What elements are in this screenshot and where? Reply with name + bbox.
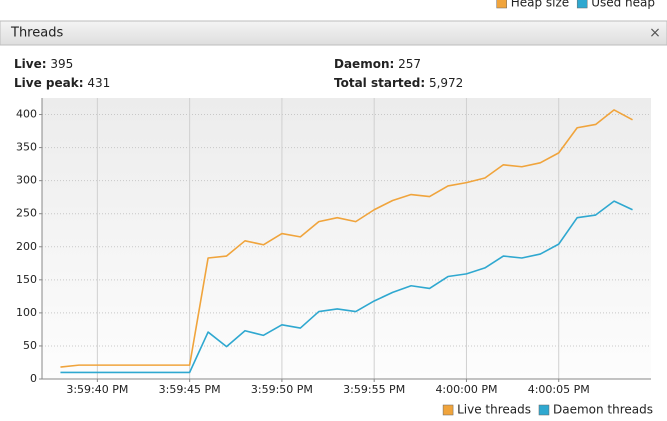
legend-label: Heap size bbox=[511, 0, 569, 10]
chart: 0 50 100 150 200 250 300 350 400 3:59:40 PM 3:59:4… bbox=[16, 98, 651, 396]
legend-swatch bbox=[442, 404, 454, 416]
x-tick-label: 3:59:45 PM bbox=[159, 383, 221, 396]
y-tick-label: 0 bbox=[30, 372, 37, 385]
top-legend: Used heap Heap size bbox=[496, 0, 655, 10]
y-tick-label: 250 bbox=[16, 207, 37, 220]
x-tick-label: 4:00:05 PM bbox=[528, 383, 590, 396]
y-tick-label: 400 bbox=[16, 108, 37, 121]
x-tick-label: 3:59:40 PM bbox=[66, 383, 128, 396]
y-tick-label: 200 bbox=[16, 240, 37, 253]
series-line bbox=[60, 200, 633, 374]
legend-swatch bbox=[496, 0, 507, 9]
stat-value: 257 bbox=[398, 57, 421, 71]
stat-label: Daemon: bbox=[334, 57, 394, 71]
stat-value: 5,972 bbox=[429, 76, 463, 90]
y-tick-label: 100 bbox=[16, 306, 37, 319]
panel-header bbox=[0, 20, 667, 46]
stat-value: 431 bbox=[87, 76, 110, 90]
series-line bbox=[60, 109, 633, 368]
legend-label: Live threads bbox=[457, 403, 531, 417]
stat: Daemon: 257 bbox=[334, 57, 421, 71]
x-tick-label: 4:00:00 PM bbox=[435, 383, 497, 396]
y-tick-label: 150 bbox=[16, 273, 37, 286]
legend-label: Daemon threads bbox=[553, 403, 653, 417]
stat-label: Live: bbox=[14, 57, 47, 71]
panel-title: Threads bbox=[10, 26, 63, 41]
legend-swatch bbox=[538, 404, 550, 416]
plot-area bbox=[42, 98, 651, 379]
legend: Daemon threads Live threads bbox=[442, 403, 653, 417]
y-tick-label: 350 bbox=[16, 141, 37, 154]
stat-label: Live peak: bbox=[14, 76, 84, 90]
legend-label: Used heap bbox=[591, 0, 655, 10]
y-tick-label: 300 bbox=[16, 174, 37, 187]
close-button[interactable]: × bbox=[649, 25, 661, 41]
x-tick-label: 3:59:50 PM bbox=[251, 383, 313, 396]
stat: Total started: 5,972 bbox=[334, 76, 463, 90]
stat: Live: 395 bbox=[14, 57, 73, 71]
y-tick-label: 50 bbox=[23, 339, 37, 352]
stat-value: 395 bbox=[50, 57, 73, 71]
stat-label: Total started: bbox=[334, 76, 425, 90]
legend-swatch bbox=[576, 0, 588, 9]
stat: Live peak: 431 bbox=[14, 76, 110, 90]
x-tick-label: 3:59:55 PM bbox=[343, 383, 405, 396]
